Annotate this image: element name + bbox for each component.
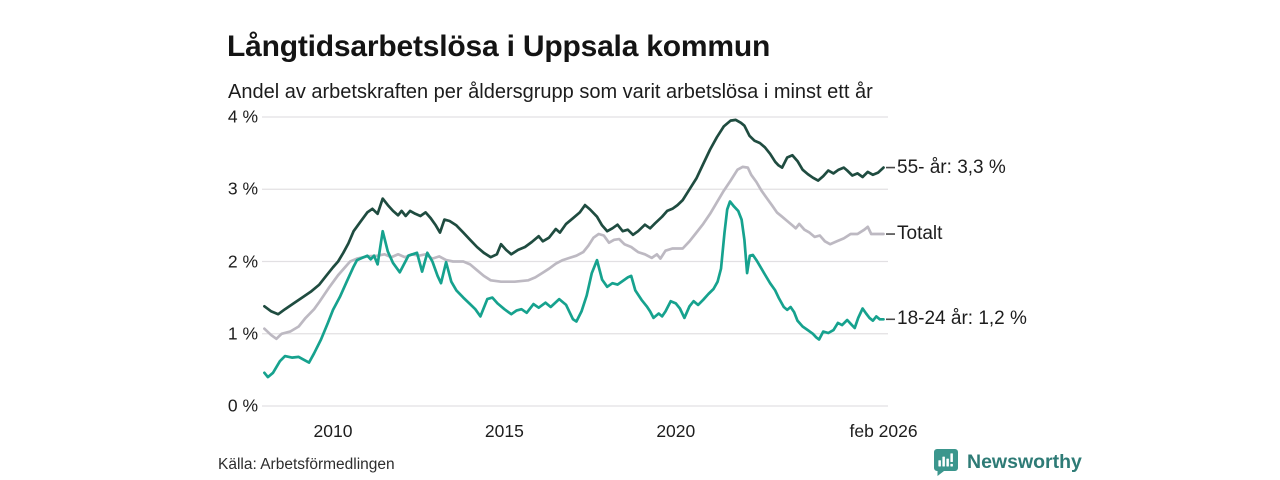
x-axis-tick-label: 2015 — [484, 421, 524, 441]
page-title: Långtidsarbetslösa i Uppsala kommun — [227, 30, 771, 64]
series-end-label-totalt: Totalt — [897, 223, 943, 245]
x-axis-tick-label: 2010 — [313, 421, 353, 441]
series-line-18-24-r — [263, 200, 885, 379]
newsworthy-bar-chart-bubble-icon — [933, 448, 959, 476]
chart-subtitle: Andel av arbetskraften per åldersgrupp s… — [228, 81, 873, 103]
x-axis-tick-label: feb 2026 — [849, 421, 918, 441]
newsworthy-wordmark: Newsworthy — [967, 450, 1082, 473]
y-axis-tick-label: 3 % — [227, 178, 258, 199]
series-line-55-r — [263, 118, 885, 316]
x-axis-tick-label: 2020 — [656, 421, 696, 441]
series-line-totalt — [263, 165, 885, 341]
series-end-label-55-r: 55- år: 3,3 % — [897, 156, 1006, 178]
source-note: Källa: Arbetsförmedlingen — [218, 456, 395, 473]
y-axis-tick-label: 4 % — [227, 106, 258, 127]
newsworthy-logo[interactable]: Newsworthy — [933, 448, 1082, 476]
y-axis-tick-label: 1 % — [227, 323, 258, 344]
series-end-label-18-24-r: 18-24 år: 1,2 % — [897, 308, 1027, 330]
y-axis-tick-label: 0 % — [227, 395, 258, 416]
y-axis-tick-label: 2 % — [227, 251, 258, 271]
